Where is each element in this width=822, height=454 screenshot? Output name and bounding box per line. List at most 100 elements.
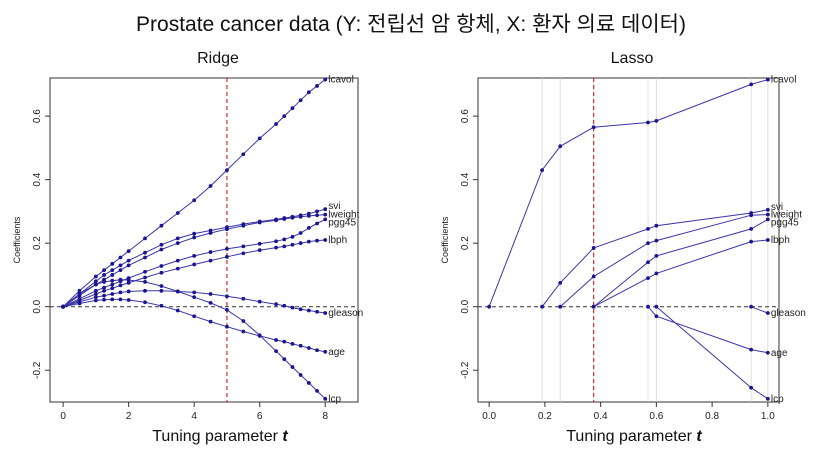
ridge-point-lbph bbox=[315, 238, 319, 243]
ridge-point-pgg45 bbox=[315, 221, 319, 226]
ridge-point-lcavol bbox=[323, 77, 328, 82]
lasso-point-lweight bbox=[765, 212, 770, 217]
lasso-series-label-lcp: lcp bbox=[771, 394, 784, 405]
ridge-point-lcp bbox=[282, 357, 287, 362]
ridge-point-lweight bbox=[298, 214, 303, 219]
lasso-y-tick-label: 0.6 bbox=[460, 109, 471, 123]
ridge-point-pgg45 bbox=[306, 226, 311, 230]
ridge-point-lcp bbox=[290, 365, 295, 369]
lasso-x-axis-label: Tuning parameter t bbox=[566, 428, 702, 445]
lasso-point-age bbox=[654, 314, 659, 319]
ridge-panel-title: Ridge bbox=[197, 50, 239, 67]
ridge-series-label-svi: svi bbox=[328, 201, 340, 212]
ridge-point-svi bbox=[175, 236, 180, 241]
ridge-point-lbph bbox=[298, 241, 303, 246]
lasso-point-svi bbox=[765, 207, 770, 212]
ridge-point-lcp bbox=[274, 349, 278, 354]
ridge-point-pgg45 bbox=[175, 258, 180, 263]
lasso-point-pgg45 bbox=[749, 226, 754, 231]
ridge-point-lweight bbox=[208, 231, 213, 235]
lasso-point-lcp bbox=[749, 385, 754, 390]
ridge-point-age bbox=[118, 297, 123, 302]
ridge-point-pgg45 bbox=[241, 244, 246, 249]
ridge-point-lbph bbox=[225, 254, 229, 259]
lasso-series-label-svi: svi bbox=[771, 202, 783, 213]
ridge-x-tick-label: 4 bbox=[191, 411, 197, 422]
ridge-series-label-age: age bbox=[328, 347, 345, 358]
ridge-point-lweight bbox=[241, 223, 246, 228]
ridge-point-lcavol bbox=[306, 90, 311, 95]
ridge-point-age bbox=[306, 346, 311, 350]
lasso-point-svi bbox=[654, 223, 659, 228]
ridge-point-lweight bbox=[175, 241, 180, 246]
ridge-point-pgg45 bbox=[274, 239, 278, 244]
ridge-point-lcp bbox=[257, 333, 262, 338]
ridge-series-label-lweight: lweight bbox=[328, 210, 359, 221]
ridge-point-gleason bbox=[192, 290, 197, 295]
ridge-point-pgg45 bbox=[298, 231, 303, 235]
lasso-point-gleason bbox=[765, 311, 770, 315]
lasso-point-svi bbox=[591, 246, 596, 250]
ridge-series-line-lbph bbox=[62, 239, 326, 308]
lasso-series-label-gleason: gleason bbox=[771, 308, 806, 319]
ridge-point-pgg45 bbox=[192, 253, 197, 258]
ridge-point-lcp bbox=[315, 388, 319, 393]
ridge-x-tick-label: 6 bbox=[257, 411, 263, 422]
ridge-series-line-svi bbox=[62, 208, 326, 308]
ridge-point-lcp bbox=[323, 396, 328, 401]
ridge-point-svi bbox=[323, 207, 328, 212]
ridge-series-line-lcavol bbox=[62, 79, 326, 308]
lasso-point-lbph bbox=[765, 238, 770, 242]
ridge-point-lcavol bbox=[77, 288, 82, 293]
ridge-point-gleason bbox=[110, 292, 115, 296]
ridge-point-age bbox=[159, 303, 164, 308]
ridge-point-pgg45 bbox=[257, 241, 262, 246]
ridge-y-tick-label: 0.0 bbox=[32, 299, 43, 313]
lasso-point-pgg45 bbox=[646, 260, 650, 265]
ridge-point-age bbox=[192, 314, 197, 319]
ridge-point-lweight bbox=[315, 213, 319, 218]
ridge-point-lcavol bbox=[290, 106, 295, 111]
lasso-point-lcavol bbox=[646, 120, 650, 125]
ridge-point-age bbox=[93, 298, 98, 303]
ridge-point-lcp bbox=[102, 280, 106, 284]
lasso-y-axis-label: Coefficients bbox=[440, 216, 450, 263]
ridge-point-pgg45 bbox=[143, 269, 147, 274]
ridge-point-age bbox=[290, 341, 295, 346]
ridge-point-gleason bbox=[257, 299, 262, 304]
ridge-point-lcp bbox=[93, 282, 98, 287]
ridge-point-gleason bbox=[274, 302, 278, 307]
ridge-point-age bbox=[110, 297, 115, 302]
lasso-point-lweight bbox=[654, 238, 659, 243]
ridge-point-lbph bbox=[241, 251, 246, 256]
ridge-point-lweight bbox=[118, 268, 123, 273]
lasso-point-age bbox=[646, 304, 650, 309]
lasso-y-tick-label: -0.2 bbox=[460, 361, 471, 379]
ridge-point-lbph bbox=[126, 280, 131, 285]
ridge-point-lcp bbox=[110, 278, 115, 283]
chart-title: Prostate cancer data (Y: 전립선 암 항체, X: 환자… bbox=[136, 13, 686, 36]
ridge-point-pgg45 bbox=[323, 217, 328, 222]
lasso-x-tick-label: 0.2 bbox=[538, 411, 552, 422]
lasso-series-label-age: age bbox=[771, 348, 788, 359]
ridge-series-label-lbph: lbph bbox=[328, 235, 347, 246]
lasso-series-line-pgg45 bbox=[593, 218, 769, 308]
lasso-point-lbph bbox=[654, 271, 659, 276]
ridge-x-axis-label: Tuning parameter t bbox=[152, 428, 288, 445]
ridge-series-label-pgg45: pgg45 bbox=[328, 217, 356, 228]
lasso-x-tick-label: 0.4 bbox=[594, 411, 608, 422]
ridge-point-gleason bbox=[241, 296, 246, 301]
ridge-point-svi bbox=[315, 209, 319, 214]
lasso-point-lweight bbox=[558, 304, 563, 309]
lasso-point-pgg45 bbox=[654, 253, 659, 258]
lasso-point-svi bbox=[646, 226, 650, 231]
ridge-point-lbph bbox=[159, 270, 164, 275]
ridge-point-lcp bbox=[126, 278, 131, 282]
ridge-x-tick-label: 8 bbox=[322, 411, 328, 422]
ridge-point-lcavol bbox=[118, 255, 123, 260]
ridge-series-label-lcp: lcp bbox=[328, 394, 341, 405]
ridge-point-gleason bbox=[118, 290, 123, 295]
ridge-point-pgg45 bbox=[208, 250, 213, 254]
ridge-point-lcp bbox=[298, 373, 303, 377]
